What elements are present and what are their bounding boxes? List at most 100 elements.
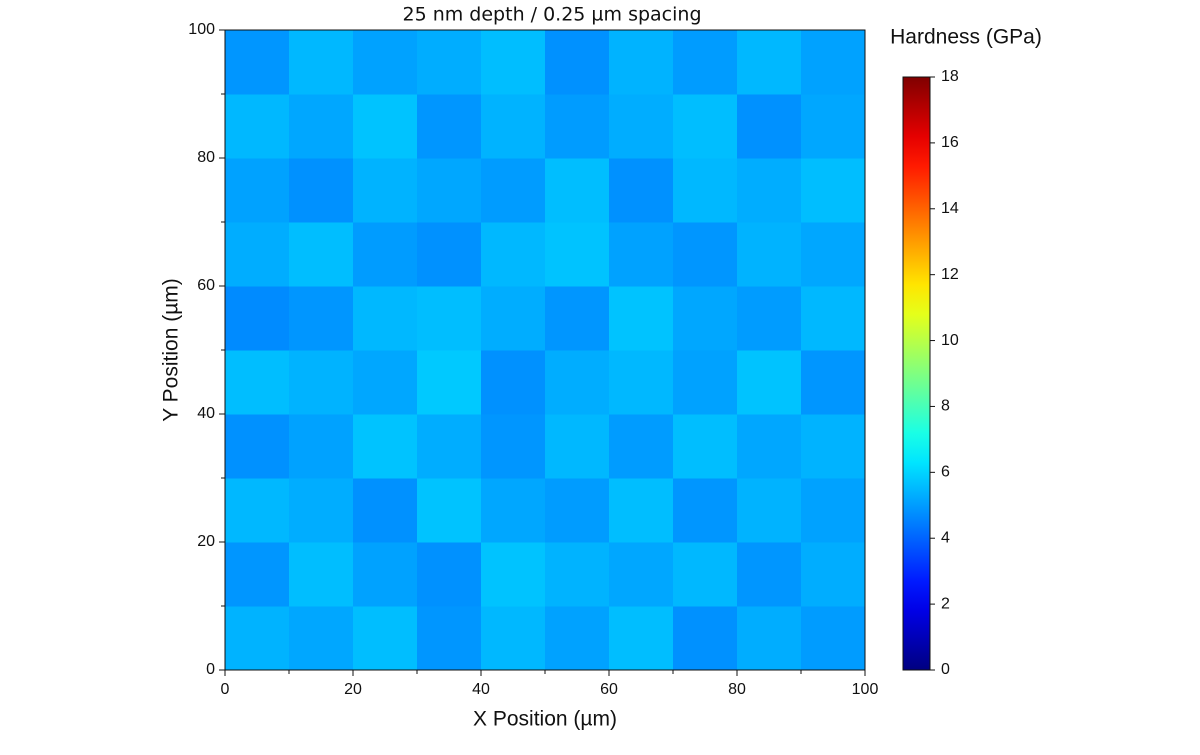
heatmap-cell xyxy=(801,94,866,159)
heatmap-cell xyxy=(545,286,610,351)
heatmap-cell xyxy=(737,30,802,95)
colorbar xyxy=(902,76,931,671)
heatmap-cell xyxy=(289,94,354,159)
heatmap-cell xyxy=(673,478,738,543)
heatmap-cell xyxy=(417,542,482,607)
x-tick-label: 40 xyxy=(472,681,490,698)
heatmap-cell xyxy=(545,350,610,415)
heatmap-cell xyxy=(481,350,546,415)
heatmap xyxy=(225,30,866,671)
heatmap-cell xyxy=(225,350,290,415)
heatmap-cell xyxy=(609,478,674,543)
heatmap-cell xyxy=(737,606,802,671)
heatmap-cell xyxy=(225,158,290,223)
heatmap-cell xyxy=(481,222,546,287)
heatmap-cell xyxy=(353,606,418,671)
heatmap-cell xyxy=(673,286,738,351)
heatmap-cell xyxy=(609,350,674,415)
colorbar-tick-label: 12 xyxy=(941,266,959,283)
heatmap-cell xyxy=(673,414,738,479)
heatmap-cell xyxy=(481,30,546,95)
heatmap-cell xyxy=(481,478,546,543)
heatmap-cell xyxy=(353,350,418,415)
heatmap-cell xyxy=(417,414,482,479)
colorbar-tick-label: 16 xyxy=(941,134,959,151)
colorbar-tick-label: 18 xyxy=(941,68,959,85)
heatmap-cell xyxy=(545,542,610,607)
colorbar-tick-label: 14 xyxy=(941,200,959,217)
heatmap-cell xyxy=(737,222,802,287)
y-tick-label: 100 xyxy=(188,21,215,38)
x-tick-label: 0 xyxy=(221,681,230,698)
heatmap-cell xyxy=(609,542,674,607)
heatmap-cell xyxy=(545,478,610,543)
heatmap-cell xyxy=(545,30,610,95)
heatmap-cell xyxy=(481,94,546,159)
heatmap-cell xyxy=(545,158,610,223)
heatmap-cell xyxy=(289,350,354,415)
colorbar-tick-label: 4 xyxy=(941,529,950,546)
colorbar-tick-label: 8 xyxy=(941,398,950,415)
heatmap-cell xyxy=(545,606,610,671)
heatmap-cell xyxy=(417,478,482,543)
y-tick-label: 0 xyxy=(206,661,215,678)
colorbar-tick-label: 2 xyxy=(941,595,950,612)
heatmap-cell xyxy=(737,542,802,607)
heatmap-cell xyxy=(481,542,546,607)
x-tick-label: 20 xyxy=(344,681,362,698)
heatmap-cell xyxy=(737,414,802,479)
heatmap-cell xyxy=(417,350,482,415)
heatmap-cell xyxy=(353,542,418,607)
heatmap-cell xyxy=(673,158,738,223)
heatmap-cell xyxy=(673,222,738,287)
heatmap-cell xyxy=(737,478,802,543)
heatmap-cell xyxy=(481,158,546,223)
heatmap-cell xyxy=(225,414,290,479)
colorbar-tick-label: 6 xyxy=(941,464,950,481)
heatmap-cell xyxy=(225,94,290,159)
heatmap-cell xyxy=(801,158,866,223)
heatmap-cell xyxy=(801,350,866,415)
y-tick-label: 60 xyxy=(197,277,215,294)
y-tick-label: 20 xyxy=(197,533,215,550)
heatmap-cell xyxy=(225,606,290,671)
heatmap-cell xyxy=(481,414,546,479)
heatmap-cell xyxy=(353,94,418,159)
y-tick-label: 80 xyxy=(197,149,215,166)
heatmap-cell xyxy=(225,30,290,95)
chart-title: 25 nm depth / 0.25 µm spacing xyxy=(403,4,702,26)
y-axis-label: Y Position (µm) xyxy=(160,278,183,422)
heatmap-cell xyxy=(801,30,866,95)
heatmap-cell xyxy=(801,606,866,671)
heatmap-cell xyxy=(417,158,482,223)
heatmap-cell xyxy=(609,158,674,223)
heatmap-cell xyxy=(673,542,738,607)
heatmap-cell xyxy=(609,30,674,95)
heatmap-cell xyxy=(289,222,354,287)
heatmap-cell xyxy=(673,606,738,671)
heatmap-cell xyxy=(673,350,738,415)
heatmap-cell xyxy=(801,222,866,287)
heatmap-cell xyxy=(545,414,610,479)
heatmap-cell xyxy=(609,94,674,159)
x-axis-label: X Position (µm) xyxy=(473,708,617,731)
heatmap-cell xyxy=(609,286,674,351)
heatmap-cell xyxy=(673,30,738,95)
heatmap-cell xyxy=(353,158,418,223)
heatmap-cell xyxy=(417,94,482,159)
x-tick-label: 60 xyxy=(600,681,618,698)
heatmap-cell xyxy=(417,30,482,95)
heatmap-cell xyxy=(289,414,354,479)
heatmap-cell xyxy=(417,286,482,351)
heatmap-cell xyxy=(353,286,418,351)
heatmap-cell xyxy=(545,222,610,287)
heatmap-cell xyxy=(417,222,482,287)
heatmap-cell xyxy=(289,30,354,95)
heatmap-cell xyxy=(737,350,802,415)
colorbar-tick-label: 0 xyxy=(941,661,950,678)
colorbar-label: Hardness (GPa) xyxy=(890,26,1042,49)
heatmap-cell xyxy=(545,94,610,159)
heatmap-cell xyxy=(353,414,418,479)
heatmap-cell xyxy=(609,606,674,671)
